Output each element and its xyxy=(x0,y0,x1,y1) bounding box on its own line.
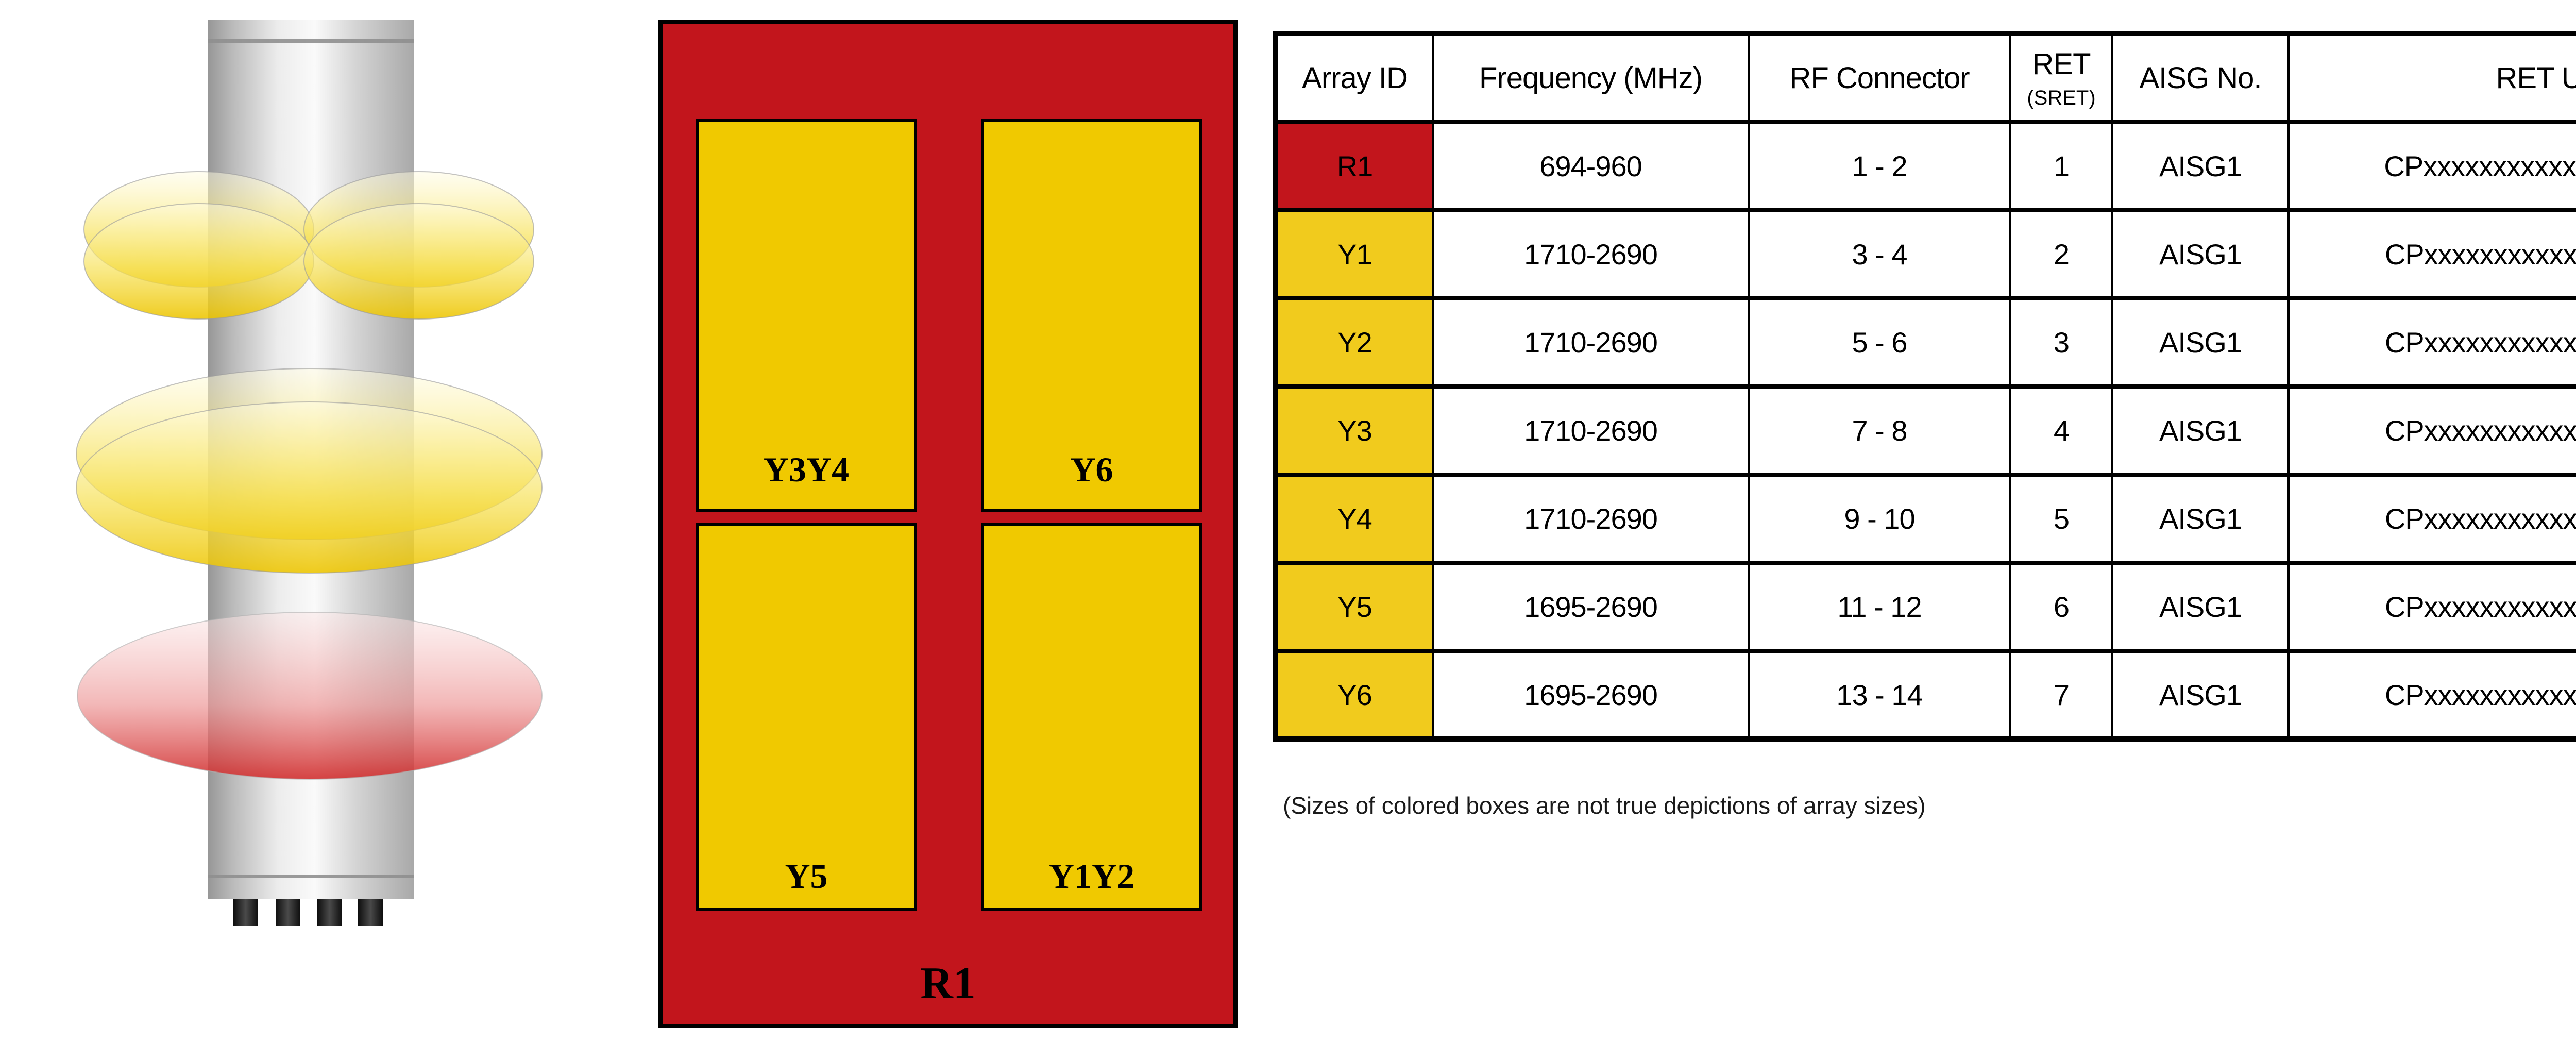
col-header-rf-connector: RF Connector xyxy=(1748,31,2011,124)
array-spec-table: Array ID Frequency (MHz) RF Connector RE… xyxy=(1273,31,2576,742)
table-row-r1: R1 694-960 1 - 2 1 AISG1 CPxxxxxxxxxxxxx… xyxy=(1274,120,2576,212)
cell-ret-uid: CPxxxxxxxxxxxxxxxxxxxY4 xyxy=(2287,473,2576,565)
array-box-y5: Y5 xyxy=(696,523,917,911)
cell-array-id: R1 xyxy=(1274,120,1434,212)
cell-ret-uid: CPxxxxxxxxxxxxxxxxxxxY1 xyxy=(2287,208,2576,300)
cylinder-bottom-seam xyxy=(208,875,414,878)
array-box-y1y2: Y1Y2 xyxy=(981,523,1202,911)
col-header-array-id: Array ID xyxy=(1274,31,1434,124)
cell-frequency: 1695-2690 xyxy=(1432,561,1750,653)
cell-rf-connector: 1 - 2 xyxy=(1748,120,2011,212)
col-header-frequency: Frequency (MHz) xyxy=(1432,31,1750,124)
cell-rf-connector: 7 - 8 xyxy=(1748,384,2011,477)
table-row-y6: Y6 1695-2690 13 - 14 7 AISG1 CPxxxxxxxxx… xyxy=(1274,649,2576,741)
array-box-label: Y5 xyxy=(785,857,828,896)
cell-aisg: AISG1 xyxy=(2111,561,2290,653)
cell-rf-connector: 5 - 6 xyxy=(1748,296,2011,389)
array-box-label: Y3Y4 xyxy=(763,450,850,489)
cell-frequency: 694-960 xyxy=(1432,120,1750,212)
cell-frequency: 1710-2690 xyxy=(1432,473,1750,565)
upper-beam-right-ellipse-2 xyxy=(303,203,534,320)
cell-rf-connector: 3 - 4 xyxy=(1748,208,2011,300)
col-header-ret-uid: RET UID xyxy=(2287,31,2576,124)
cell-ret: 7 xyxy=(2009,649,2113,741)
array-box-y6: Y6 xyxy=(981,119,1202,512)
rf-connector-stub xyxy=(358,899,383,926)
cell-ret-uid: CPxxxxxxxxxxxxxxxxxxxY6 xyxy=(2287,649,2576,741)
cell-array-id: Y1 xyxy=(1274,208,1434,300)
table-row-y2: Y2 1710-2690 5 - 6 3 AISG1 CPxxxxxxxxxxx… xyxy=(1274,296,2576,389)
upper-beam-left-ellipse-2 xyxy=(83,203,314,320)
table-row-y5: Y5 1695-2690 11 - 12 6 AISG1 CPxxxxxxxxx… xyxy=(1274,561,2576,653)
cell-ret-uid: CPxxxxxxxxxxxxxxxxxxxY2 xyxy=(2287,296,2576,389)
cell-ret: 6 xyxy=(2009,561,2113,653)
array-box-y3y4: Y3Y4 xyxy=(696,119,917,512)
cell-frequency: 1710-2690 xyxy=(1432,296,1750,389)
rf-connector-stub xyxy=(276,899,300,926)
array-base-label-r1: R1 xyxy=(920,959,976,1009)
col-header-ret: RET (SRET) xyxy=(2009,31,2113,124)
cell-ret: 1 xyxy=(2009,120,2113,212)
rf-connector-stub xyxy=(233,899,258,926)
cell-array-id: Y5 xyxy=(1274,561,1434,653)
table-header-row: Array ID Frequency (MHz) RF Connector RE… xyxy=(1274,31,2576,124)
antenna-illustration xyxy=(76,20,543,926)
cell-aisg: AISG1 xyxy=(2111,208,2290,300)
cell-ret-uid: CPxxxxxxxxxxxxxxxxxxxY3 xyxy=(2287,384,2576,477)
cell-array-id: Y4 xyxy=(1274,473,1434,565)
col-header-ret-subtitle: (SRET) xyxy=(2027,86,2096,109)
rf-connector-stub xyxy=(317,899,342,926)
table-row-y1: Y1 1710-2690 3 - 4 2 AISG1 CPxxxxxxxxxxx… xyxy=(1274,208,2576,300)
cell-aisg: AISG1 xyxy=(2111,473,2290,565)
cell-frequency: 1710-2690 xyxy=(1432,208,1750,300)
cell-ret: 2 xyxy=(2009,208,2113,300)
cell-aisg: AISG1 xyxy=(2111,649,2290,741)
cell-frequency: 1695-2690 xyxy=(1432,649,1750,741)
cell-ret-uid: CPxxxxxxxxxxxxxxxxxxxR1 xyxy=(2287,120,2576,212)
array-box-label: Y1Y2 xyxy=(1048,857,1135,896)
col-header-ret-title: RET xyxy=(2032,47,2091,81)
cell-aisg: AISG1 xyxy=(2111,120,2290,212)
cell-ret-uid: CPxxxxxxxxxxxxxxxxxxxY5 xyxy=(2287,561,2576,653)
cell-aisg: AISG1 xyxy=(2111,384,2290,477)
lower-beam-red-ellipse xyxy=(77,612,543,780)
array-box-label: Y6 xyxy=(1070,450,1113,489)
cylinder-top-seam xyxy=(208,39,414,43)
table-row-y4: Y4 1710-2690 9 - 10 5 AISG1 CPxxxxxxxxxx… xyxy=(1274,473,2576,565)
middle-beam-ellipse-2 xyxy=(76,401,543,574)
cell-array-id: Y2 xyxy=(1274,296,1434,389)
cell-array-id: Y3 xyxy=(1274,384,1434,477)
table-row-y3: Y3 1710-2690 7 - 8 4 AISG1 CPxxxxxxxxxxx… xyxy=(1274,384,2576,477)
cell-frequency: 1710-2690 xyxy=(1432,384,1750,477)
cell-rf-connector: 11 - 12 xyxy=(1748,561,2011,653)
cell-rf-connector: 13 - 14 xyxy=(1748,649,2011,741)
cell-ret: 4 xyxy=(2009,384,2113,477)
cell-aisg: AISG1 xyxy=(2111,296,2290,389)
cell-ret: 5 xyxy=(2009,473,2113,565)
cell-rf-connector: 9 - 10 xyxy=(1748,473,2011,565)
cell-array-id: Y6 xyxy=(1274,649,1434,741)
cell-ret: 3 xyxy=(2009,296,2113,389)
col-header-aisg-no: AISG No. xyxy=(2111,31,2290,124)
footnote-text: (Sizes of colored boxes are not true dep… xyxy=(1283,792,1926,819)
